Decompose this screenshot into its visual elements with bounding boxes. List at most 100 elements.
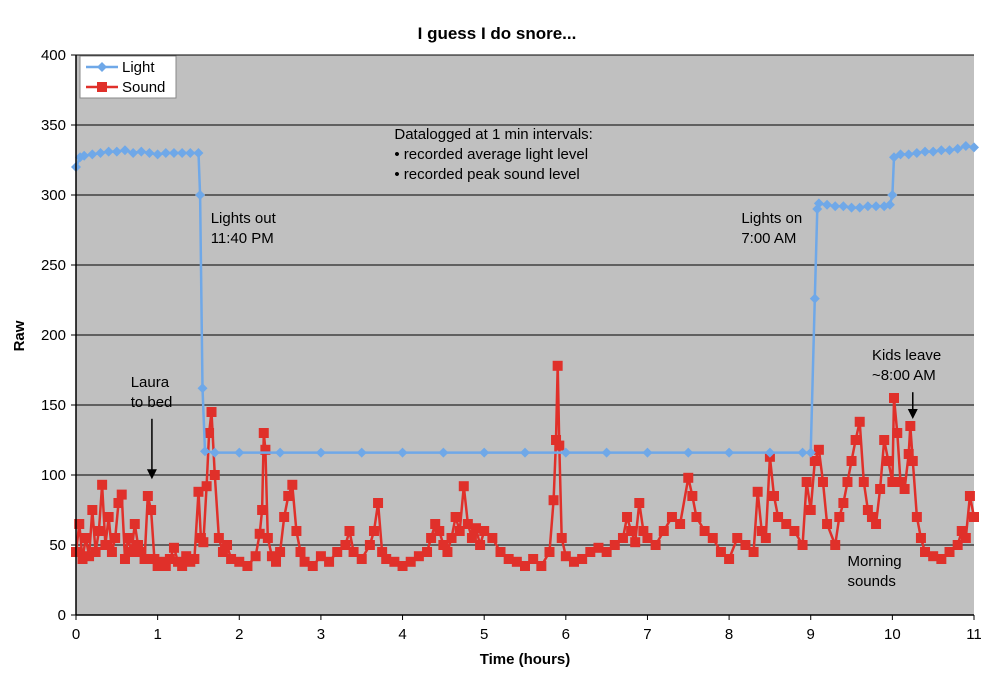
light-point: [275, 447, 286, 458]
x-tick-label: 7: [643, 626, 651, 643]
series-layer: [71, 141, 979, 571]
sound-point: [129, 519, 140, 529]
sound-point: [683, 472, 694, 483]
sound-point: [887, 477, 898, 487]
light-point: [168, 148, 179, 158]
sound-point: [213, 533, 224, 543]
x-tick-label: 3: [317, 626, 325, 643]
light-point: [111, 146, 122, 157]
light-point: [177, 148, 188, 158]
sound-point: [177, 561, 188, 571]
light-point: [683, 447, 694, 458]
sound-point: [650, 540, 661, 550]
sound-point: [740, 540, 751, 550]
light-point: [838, 201, 849, 212]
sound-point: [658, 526, 669, 536]
annotation-text: sounds: [847, 573, 895, 590]
legend-marker-light: [97, 62, 107, 72]
sound-point: [642, 533, 653, 543]
sound-point: [475, 540, 486, 550]
sound-point: [260, 444, 271, 455]
sound-point: [626, 526, 637, 536]
sound-point: [389, 556, 400, 567]
light-point: [724, 447, 735, 458]
sound-point: [842, 477, 853, 487]
sound-point: [438, 540, 449, 550]
sound-point: [630, 537, 641, 548]
y-tick-label: 150: [41, 397, 66, 414]
sound-point: [283, 491, 294, 501]
annotation-text: Morning: [847, 553, 901, 570]
light-point: [87, 149, 98, 160]
light-point: [809, 293, 820, 304]
sound-point: [691, 512, 702, 522]
sound-point: [544, 547, 555, 557]
sound-point: [707, 533, 718, 543]
sound-point: [348, 547, 359, 557]
sound-point: [458, 481, 469, 492]
sound-point: [217, 547, 228, 557]
light-point: [193, 148, 204, 158]
annotation-text: Lights on: [741, 210, 802, 227]
x-tick-label: 9: [807, 626, 815, 643]
sound-point: [560, 551, 571, 562]
light-point: [136, 146, 147, 157]
sound-point: [801, 477, 812, 487]
sound-point: [295, 547, 306, 557]
sound-point: [164, 554, 175, 564]
light-point: [911, 148, 922, 158]
light-point: [95, 148, 106, 158]
sound-point: [133, 540, 144, 550]
sound-point: [805, 505, 816, 515]
annotation-text: to bed: [131, 394, 173, 411]
sound-point: [817, 477, 828, 487]
light-point: [871, 201, 882, 212]
sound-point: [892, 428, 903, 438]
sound-point: [830, 540, 841, 550]
x-tick-label: 1: [153, 626, 161, 643]
sound-point: [773, 512, 784, 522]
sound-point: [622, 512, 633, 522]
sound-point: [462, 519, 473, 529]
annotation: Lights out 11:40 PM: [211, 210, 277, 247]
sound-point: [536, 561, 547, 571]
sound-point: [262, 533, 273, 543]
sound-point: [275, 547, 286, 557]
light-point: [128, 148, 139, 158]
sound-point: [442, 547, 453, 557]
annotation-text: 11:40 PM: [211, 230, 274, 247]
light-point: [936, 145, 947, 156]
sound-point: [551, 435, 562, 445]
sound-point: [242, 561, 253, 571]
sound-point: [858, 477, 869, 487]
sound-point: [413, 551, 424, 562]
sound-point: [405, 556, 416, 567]
x-axis-title: Time (hours): [480, 651, 571, 668]
sound-point: [503, 554, 514, 564]
light-point: [199, 446, 210, 457]
sound-point: [875, 484, 886, 494]
light-point: [601, 447, 612, 458]
y-tick-label: 0: [58, 607, 66, 624]
sound-point: [257, 505, 268, 515]
sound-point: [554, 440, 565, 451]
sound-point: [160, 561, 171, 571]
sound-point: [905, 421, 916, 431]
x-tick-label: 8: [725, 626, 733, 643]
legend: Light Sound: [79, 55, 177, 99]
sound-point: [609, 540, 620, 550]
light-point: [895, 149, 906, 160]
sound-point: [446, 533, 457, 543]
x-tick-label: 6: [562, 626, 570, 643]
sound-point: [577, 554, 588, 564]
sound-point: [511, 556, 522, 567]
light-point: [119, 145, 130, 156]
sound-point: [266, 551, 277, 562]
light-point: [197, 383, 208, 394]
sound-point: [315, 551, 326, 562]
sound-point: [250, 551, 261, 562]
annotation: Lights on 7:00 AM: [741, 210, 802, 247]
light-point: [854, 202, 865, 213]
sound-point: [198, 537, 209, 548]
sound-point: [752, 486, 763, 497]
